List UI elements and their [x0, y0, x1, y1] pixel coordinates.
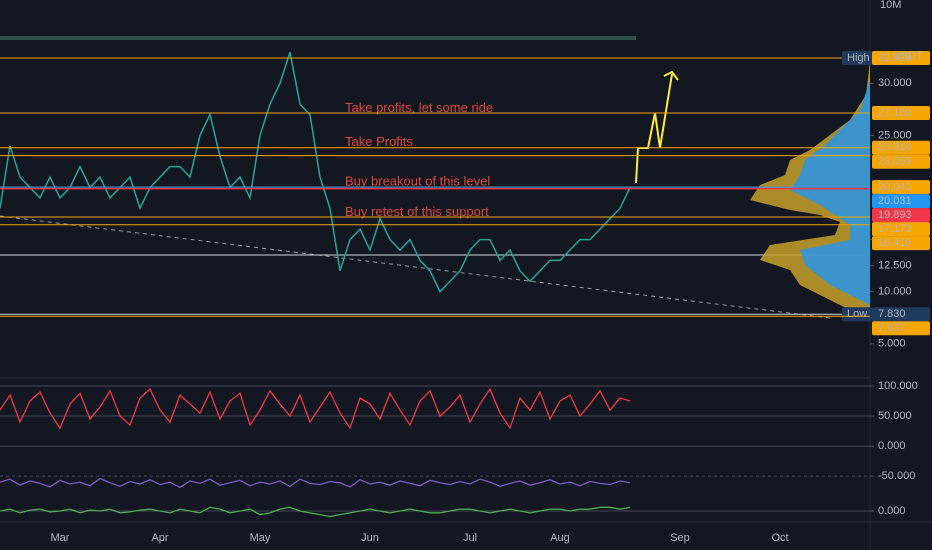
y-tick-label: 50.000	[878, 410, 912, 422]
price-tag-label: 17.173	[878, 223, 912, 235]
volume-axis-label: 10M	[880, 0, 901, 11]
price-tag-label: 7.830	[878, 308, 906, 320]
volume-profile-value-area	[790, 80, 870, 305]
trend-line	[0, 215, 831, 319]
y-tick-label: 0.000	[878, 440, 906, 452]
price-tag	[872, 321, 930, 336]
projection-arrow	[635, 73, 673, 184]
level-name-tag	[842, 51, 872, 66]
x-tick-label: Aug	[550, 532, 570, 544]
y-tick-label: 5.000	[878, 338, 906, 350]
price-tag	[872, 140, 930, 155]
arrow-head	[663, 70, 679, 81]
series-line	[0, 477, 631, 489]
y-tick-label: 25.000	[878, 129, 912, 141]
price-tag	[872, 194, 930, 209]
price-tag-label: 23.059	[878, 156, 912, 168]
price-tag-label: 20.041	[878, 181, 912, 193]
x-tick-label: Apr	[151, 532, 168, 544]
annotation: Take Profits	[345, 134, 413, 149]
level-name: High	[847, 52, 870, 64]
x-tick-label: Mar	[51, 532, 70, 544]
annotation: Buy retest of this support	[345, 204, 489, 219]
price-tag	[872, 222, 930, 237]
x-tick-label: Oct	[771, 532, 788, 544]
currency-label: USDT	[893, 50, 923, 62]
price-tag	[872, 208, 930, 223]
price-tag-label: 23.814	[878, 142, 912, 154]
level-name-tag	[842, 307, 872, 322]
x-tick-label: Jul	[463, 532, 477, 544]
price-tag	[872, 307, 930, 322]
price-tag-label: 16.419	[878, 237, 912, 249]
price-tag	[872, 51, 930, 66]
x-tick-label: May	[250, 532, 271, 544]
y-tick-label: 30.000	[878, 77, 912, 89]
price-tag-label: 27.150	[878, 107, 912, 119]
y-tick-label: 0.000	[878, 505, 906, 517]
y-tick-label: 12.500	[878, 260, 912, 272]
x-tick-label: Jun	[361, 532, 379, 544]
y-tick-label: 10.000	[878, 286, 912, 298]
price-tag-label: 19.893	[878, 209, 912, 221]
price-tag-label: 7.637	[878, 322, 906, 334]
y-tick-label: 100.000	[878, 380, 918, 392]
price-tag	[872, 154, 930, 169]
x-tick-label: Sep	[670, 532, 690, 544]
annotation: Buy breakout of this level	[345, 174, 490, 189]
annotation: Take profits, let some ride	[345, 100, 493, 115]
price-tag	[872, 106, 930, 121]
y-tick-label: -50.000	[878, 470, 915, 482]
level-name: Low	[847, 308, 867, 320]
price-tag	[872, 236, 930, 251]
series-line	[0, 506, 631, 518]
price-tag-label: 20.031	[878, 195, 912, 207]
series-line	[0, 387, 631, 430]
price-tag	[872, 180, 930, 195]
volume-strip	[0, 36, 636, 40]
price-tag-label: 32.429	[878, 52, 912, 64]
